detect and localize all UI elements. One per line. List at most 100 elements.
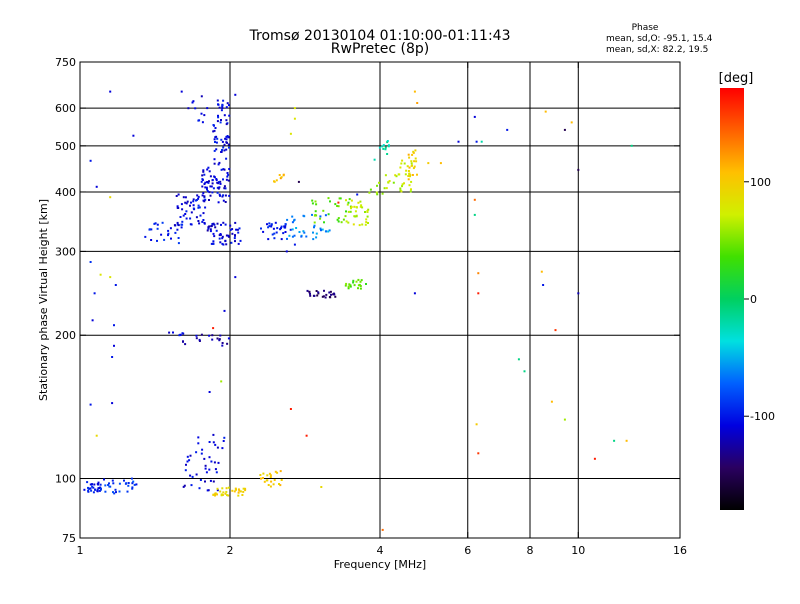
- data-point: [208, 225, 211, 228]
- data-point: [186, 460, 189, 463]
- data-point: [328, 291, 331, 294]
- data-point: [365, 283, 367, 285]
- data-point: [315, 236, 318, 239]
- data-point: [218, 186, 221, 189]
- data-point: [353, 215, 356, 218]
- data-point: [237, 494, 240, 497]
- data-point: [208, 191, 211, 194]
- data-point: [401, 185, 403, 188]
- data-point: [311, 213, 313, 216]
- data-point: [177, 237, 180, 239]
- data-point: [222, 199, 225, 202]
- data-point: [395, 175, 398, 178]
- data-point: [225, 148, 228, 151]
- data-point: [208, 180, 210, 183]
- data-point: [315, 203, 318, 206]
- data-point: [407, 178, 410, 181]
- data-point: [195, 337, 198, 340]
- data-point: [108, 485, 111, 488]
- data-point: [630, 144, 633, 147]
- data-point: [201, 448, 204, 451]
- data-point: [289, 228, 292, 231]
- data-point: [320, 229, 322, 232]
- data-point: [365, 218, 368, 221]
- data-point: [168, 331, 171, 334]
- data-point: [197, 197, 200, 200]
- data-point: [227, 486, 230, 489]
- data-point: [320, 486, 323, 488]
- data-point: [227, 179, 230, 182]
- data-point: [300, 235, 303, 238]
- x-tick-label: 6: [464, 544, 471, 557]
- data-point: [280, 479, 283, 481]
- data-point: [225, 157, 228, 160]
- data-point: [376, 193, 379, 196]
- data-point: [192, 200, 195, 203]
- data-point: [345, 282, 348, 285]
- data-point: [324, 296, 327, 299]
- data-point: [211, 179, 214, 181]
- colorbar-label: [deg]: [719, 71, 754, 86]
- data-point: [181, 208, 184, 211]
- data-point: [554, 329, 557, 332]
- data-point: [225, 135, 228, 138]
- data-point: [284, 231, 287, 233]
- data-point: [212, 327, 215, 330]
- y-tick-label: 300: [55, 245, 76, 258]
- data-point: [189, 474, 192, 477]
- data-point: [201, 194, 204, 197]
- data-point: [407, 170, 410, 172]
- data-point: [223, 149, 226, 152]
- data-point: [214, 226, 217, 229]
- data-point: [387, 144, 390, 147]
- y-tick-label: 400: [55, 186, 76, 199]
- data-point: [131, 482, 134, 485]
- x-tick-label: 1: [77, 544, 84, 557]
- data-point: [327, 197, 330, 200]
- data-point: [382, 147, 385, 150]
- data-point: [329, 290, 332, 293]
- data-point: [401, 183, 404, 186]
- data-point: [104, 490, 107, 493]
- data-point: [392, 181, 395, 184]
- data-point: [221, 487, 224, 490]
- data-point: [337, 201, 340, 204]
- data-point: [333, 292, 335, 295]
- data-point: [131, 487, 134, 490]
- data-point: [315, 290, 318, 292]
- data-point: [384, 148, 387, 151]
- data-point: [613, 439, 616, 442]
- data-point: [205, 471, 208, 474]
- data-point: [344, 215, 347, 218]
- data-point: [413, 165, 416, 168]
- data-point: [208, 170, 211, 173]
- data-point: [200, 333, 203, 336]
- data-point: [473, 115, 476, 118]
- data-point: [214, 492, 217, 495]
- data-point: [384, 174, 387, 177]
- data-point: [192, 204, 195, 207]
- data-point: [218, 237, 221, 240]
- data-point: [185, 217, 188, 220]
- data-point: [263, 480, 266, 483]
- data-point: [275, 179, 278, 182]
- data-point: [200, 452, 203, 455]
- data-point: [214, 443, 217, 446]
- data-point: [219, 233, 222, 235]
- data-point: [204, 186, 207, 189]
- data-point: [199, 479, 202, 481]
- data-point: [225, 123, 228, 126]
- data-point: [298, 231, 301, 233]
- data-point: [577, 292, 580, 295]
- data-point: [563, 418, 566, 421]
- data-point: [206, 107, 209, 110]
- data-point: [200, 95, 203, 98]
- data-point: [323, 221, 325, 224]
- data-point: [221, 237, 224, 240]
- data-point: [224, 223, 227, 226]
- data-point: [225, 487, 228, 490]
- data-point: [215, 135, 218, 138]
- data-point: [127, 482, 130, 484]
- data-point: [169, 227, 172, 230]
